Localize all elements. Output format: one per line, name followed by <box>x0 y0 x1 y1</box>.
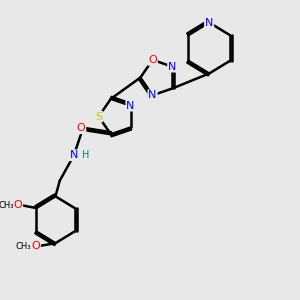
Text: H: H <box>82 150 89 160</box>
Text: N: N <box>205 17 213 28</box>
Text: N: N <box>148 90 157 100</box>
Text: O: O <box>14 200 22 210</box>
Text: O: O <box>31 241 40 251</box>
Text: CH₃: CH₃ <box>0 201 14 210</box>
Text: CH₃: CH₃ <box>16 242 32 251</box>
Text: N: N <box>168 61 176 72</box>
Text: N: N <box>70 150 78 160</box>
Text: O: O <box>76 123 85 133</box>
Text: S: S <box>95 112 102 122</box>
Text: N: N <box>126 100 135 111</box>
Text: O: O <box>148 55 157 65</box>
